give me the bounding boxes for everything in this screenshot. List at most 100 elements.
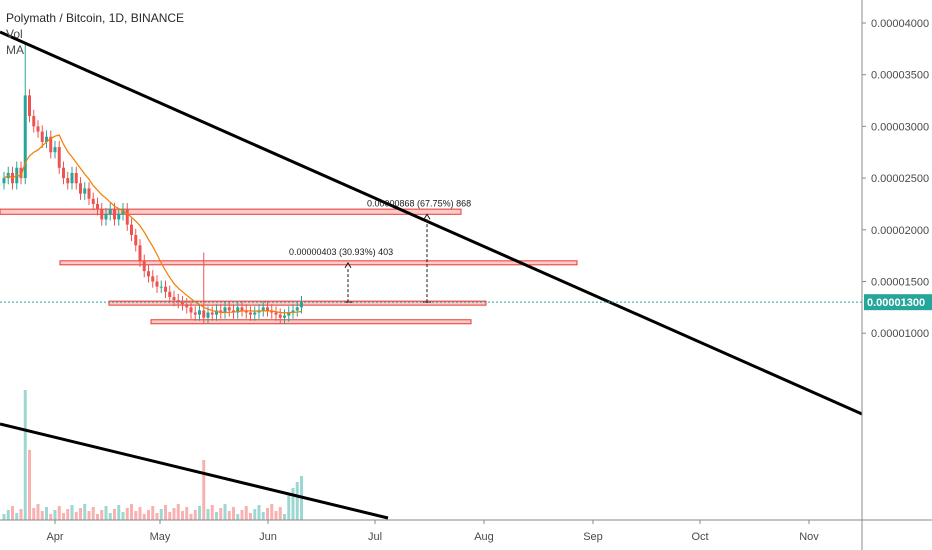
volume-bar	[198, 506, 201, 520]
measurement: 0.00000403 (30.93%) 403	[289, 247, 393, 303]
candle	[189, 301, 193, 319]
candle	[223, 301, 227, 319]
volume-bar	[134, 511, 138, 520]
volume-bar	[138, 507, 142, 520]
candle-body	[227, 307, 231, 311]
volume-bar	[45, 507, 48, 520]
candle-body	[70, 172, 74, 184]
volume-bars	[2, 390, 303, 520]
candle-body	[181, 302, 184, 305]
volume-bar	[270, 504, 274, 520]
candle	[300, 295, 303, 314]
candle-body	[28, 95, 31, 117]
last-price-label: 0.00001300	[867, 297, 925, 309]
candle	[227, 301, 231, 317]
candle	[151, 270, 155, 288]
candle-body	[249, 312, 252, 315]
descending-resistance-line[interactable]	[0, 30, 863, 416]
candle	[219, 304, 223, 319]
candle-body	[53, 147, 57, 153]
volume-bar	[253, 509, 257, 520]
candle	[236, 301, 240, 319]
candle	[134, 228, 138, 252]
candle-body	[159, 286, 163, 288]
candle	[57, 140, 61, 174]
x-axis: Apr May Jun Jul Aug Sep Oct Nov	[0, 519, 932, 543]
x-tick-label: Oct	[691, 531, 708, 543]
candle-body	[176, 300, 180, 303]
candle-body	[57, 147, 61, 168]
legend-ma[interactable]: MA	[6, 43, 24, 57]
candle-body	[66, 178, 70, 184]
middle-resistance-zone	[59, 260, 578, 266]
candle	[278, 308, 282, 324]
candle	[2, 171, 6, 190]
candle	[253, 306, 257, 321]
candle	[23, 42, 27, 185]
ma-line	[3, 134, 302, 314]
candle	[79, 177, 82, 200]
candle	[176, 293, 180, 309]
candle	[240, 301, 244, 317]
descending-support-line[interactable]	[0, 422, 389, 520]
last-price-tag: 0.00001300	[864, 294, 932, 311]
volume-bar	[100, 510, 104, 520]
candle	[138, 239, 142, 268]
volume-bar	[193, 510, 197, 520]
upper-resistance-zone	[0, 208, 462, 215]
volume-bar	[11, 506, 14, 520]
candle	[142, 254, 146, 278]
candle-body	[87, 188, 91, 199]
measurement-label: 0.00000403 (30.93%) 403	[289, 247, 393, 257]
volume-bar	[32, 508, 36, 520]
candle-body	[138, 245, 142, 261]
x-tick-label: Jul	[368, 531, 382, 543]
candle-body	[164, 286, 167, 292]
candle-body	[23, 95, 27, 179]
candle	[164, 280, 167, 299]
candle-body	[215, 310, 218, 315]
measurement-label: 0.00000868 (67.75%) 868	[367, 198, 471, 208]
candle	[62, 161, 65, 185]
volume-bar	[96, 514, 99, 520]
volume-bar	[210, 505, 214, 520]
candle-body	[155, 281, 159, 287]
volume-bar	[240, 510, 244, 520]
volume-bar	[189, 514, 193, 520]
chart-title: Polymath / Bitcoin, 1D, BINANCE	[6, 11, 185, 25]
candle	[70, 166, 74, 190]
candle	[193, 306, 197, 321]
volume-bar	[291, 488, 295, 520]
candle-body	[287, 312, 291, 316]
candle	[249, 306, 252, 321]
volume-bar	[49, 514, 53, 520]
candle-body	[74, 172, 78, 184]
candle	[121, 202, 125, 221]
candle	[45, 130, 48, 149]
candle	[287, 306, 291, 322]
candle	[283, 309, 286, 324]
volume-bar	[125, 508, 129, 520]
candle	[215, 304, 218, 321]
candle	[28, 89, 31, 123]
volume-bar	[232, 507, 235, 520]
volume-bar	[274, 511, 278, 520]
x-tick-label: Nov	[799, 531, 819, 543]
candle	[96, 197, 99, 216]
legend-volume[interactable]: Vol	[6, 27, 23, 41]
candle-body	[202, 310, 206, 318]
candle-body	[91, 198, 95, 204]
candle-body	[19, 167, 23, 179]
candle-body	[134, 234, 138, 246]
x-tick-label: May	[150, 531, 171, 543]
support-zone	[150, 319, 472, 325]
volume-bar	[40, 511, 44, 520]
candle-body	[142, 260, 146, 272]
volume-bar	[151, 506, 155, 520]
candle-body	[198, 310, 201, 315]
candle-body	[189, 307, 193, 313]
candle-body	[261, 307, 265, 311]
candle-body	[130, 224, 133, 235]
volume-bar	[266, 508, 269, 520]
